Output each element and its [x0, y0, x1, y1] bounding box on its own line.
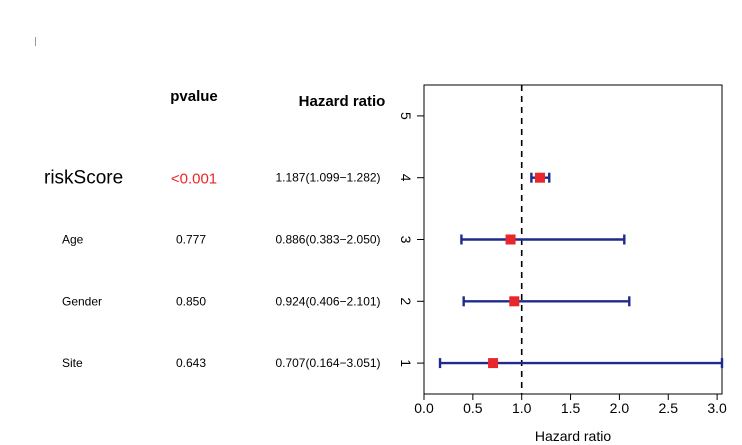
text-cursor [35, 37, 36, 46]
x-tick-label: 1.0 [512, 400, 532, 416]
hazard-ratio-column-header: Hazard ratio [299, 93, 386, 110]
y-tick-label: 5 [398, 112, 414, 120]
x-tick-label: 2.0 [610, 400, 630, 416]
row-pvalue: 0.850 [176, 294, 206, 308]
row-variable-name: riskScore [44, 168, 123, 189]
y-tick-label: 3 [398, 236, 414, 244]
row-hazard-ratio-text: 0.886(0.383−2.050) [275, 233, 380, 247]
row-pvalue: 0.643 [176, 356, 206, 370]
y-axis: 1 2 3 4 5 [398, 112, 424, 367]
variable-table: riskScore <0.001 1.187(1.099−1.282) Age 0.77… [44, 168, 381, 370]
y-tick-label: 4 [398, 174, 414, 182]
x-axis: 0.0 0.5 1.0 1.5 2.0 2.5 3.0 [414, 394, 727, 416]
row-variable-name: Site [62, 356, 83, 370]
hazard-ratio-point [505, 234, 516, 245]
row-hazard-ratio-text: 1.187(1.099−1.282) [275, 171, 380, 185]
x-axis-label: Hazard ratio [535, 428, 611, 444]
row-hazard-ratio-text: 0.707(0.164−3.051) [275, 356, 380, 370]
hazard-ratio-point [534, 172, 545, 183]
x-tick-label: 0.5 [463, 400, 483, 416]
x-tick-label: 0.0 [414, 400, 434, 416]
hazard-ratio-point [509, 296, 520, 307]
y-tick-label: 2 [398, 297, 414, 305]
x-tick-label: 1.5 [561, 400, 581, 416]
x-tick-label: 3.0 [707, 400, 727, 416]
row-variable-name: Gender [62, 294, 102, 308]
x-tick-label: 2.5 [659, 400, 679, 416]
row-pvalue: 0.777 [176, 233, 206, 247]
row-variable-name: Age [62, 233, 84, 247]
row-hazard-ratio-text: 0.924(0.406−2.101) [275, 294, 380, 308]
pvalue-column-header: pvalue [170, 88, 218, 105]
y-tick-label: 1 [398, 359, 414, 367]
forest-marks [438, 172, 724, 369]
row-pvalue: <0.001 [171, 171, 217, 188]
hazard-ratio-point [488, 358, 499, 369]
